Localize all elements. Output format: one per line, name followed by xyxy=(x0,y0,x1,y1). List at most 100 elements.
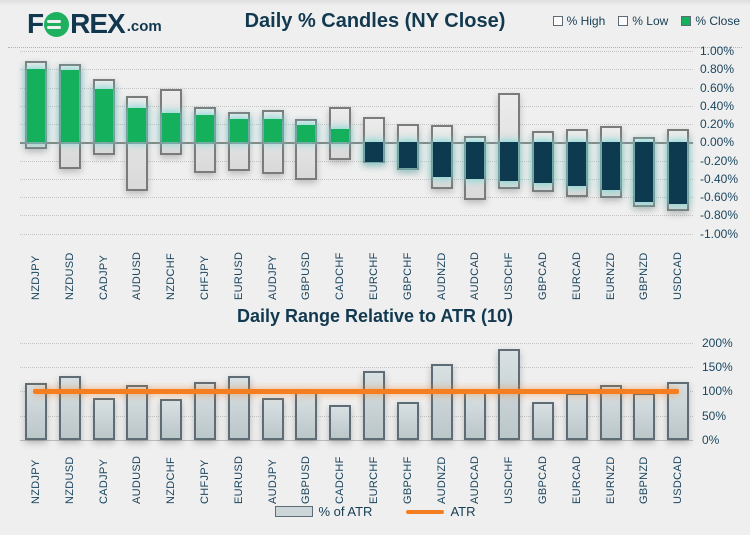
y-axis-tick-label: 0.00% xyxy=(700,135,735,150)
gridline xyxy=(20,87,693,89)
gridline xyxy=(20,124,693,125)
y-axis-tick-label: 50% xyxy=(702,408,727,423)
y-axis-tick-label: 0% xyxy=(702,433,720,447)
category-label: GBPCAD xyxy=(537,455,549,504)
candle-chart-title: Daily % Candles (NY Close) xyxy=(244,10,506,32)
legend-label-low: % Low xyxy=(632,14,669,28)
close-bar xyxy=(331,128,350,143)
category-label: CHFJPY xyxy=(199,459,211,504)
close-bar xyxy=(500,142,519,182)
header-divider xyxy=(8,47,742,48)
pct-of-atr-bar xyxy=(92,398,115,440)
high-swatch-icon xyxy=(552,16,563,26)
category-label: NZDJPY xyxy=(30,459,42,504)
pct-of-atr-bar xyxy=(363,370,385,440)
close-bar xyxy=(669,142,688,205)
category-label: CADCHF xyxy=(334,456,347,504)
close-bar xyxy=(263,119,282,143)
y-axis-tick-label: -0.20% xyxy=(700,153,739,168)
legend-item-low: % Low xyxy=(618,14,668,28)
close-swatch-icon xyxy=(681,16,692,26)
pct-of-atr-bar xyxy=(58,376,81,440)
category-label: AUDCAD xyxy=(469,455,482,504)
pct-of-atr-bar xyxy=(599,384,622,440)
pct-of-atr-bar xyxy=(160,399,183,440)
close-bar xyxy=(432,142,451,177)
low-swatch-icon xyxy=(618,16,629,26)
pct-of-atr-bar xyxy=(126,385,149,440)
atr-chart-title: Daily Range Relative to ATR (10) xyxy=(236,306,514,326)
logo-text-rex: REX xyxy=(70,8,126,39)
close-bar xyxy=(229,119,248,143)
close-bar xyxy=(128,107,147,143)
gridline xyxy=(20,69,693,71)
legend-item-high: % High xyxy=(552,14,606,28)
gridline xyxy=(20,160,693,162)
baseline-gridline xyxy=(20,440,693,441)
y-axis-tick-label: -0.60% xyxy=(700,190,739,204)
category-label: USDCHF xyxy=(503,456,516,504)
close-bar xyxy=(297,124,316,143)
gridline xyxy=(20,342,693,344)
pct-of-atr-bar xyxy=(464,392,487,440)
close-bar xyxy=(466,142,485,179)
category-label: EURCAD xyxy=(570,455,583,504)
close-bar xyxy=(162,113,181,143)
category-label: EURNZD xyxy=(604,456,617,504)
pct-of-atr-bar xyxy=(227,375,250,440)
legend-item-close: % Close xyxy=(681,14,740,28)
gridline xyxy=(20,51,693,52)
y-axis-tick-label: 0.20% xyxy=(700,117,735,131)
legend-label-atr: ATR xyxy=(450,504,476,519)
category-label: NZDCHF xyxy=(165,456,178,504)
pct-of-atr-bar xyxy=(532,401,554,440)
pct-of-atr-bar xyxy=(295,392,318,440)
close-bar xyxy=(398,142,417,168)
y-axis-tick-label: 0.60% xyxy=(700,80,735,95)
gridline xyxy=(20,215,693,217)
gridline xyxy=(20,366,693,368)
category-label: GBPUSD xyxy=(300,455,313,504)
category-label: GBPCHF xyxy=(401,456,414,504)
close-bar xyxy=(567,142,586,187)
category-label: AUDJPY xyxy=(266,458,279,504)
close-bar xyxy=(27,69,45,143)
atr-bar-swatch-icon xyxy=(274,506,313,517)
logo-text-com: .com xyxy=(126,18,162,35)
y-axis-tick-label: 0.40% xyxy=(700,98,735,113)
y-axis-tick-label: 100% xyxy=(702,384,733,399)
category-label: EURCHF xyxy=(368,456,380,504)
close-bar xyxy=(196,114,214,143)
pct-of-atr-bar xyxy=(430,363,453,440)
category-label: AUDNZD xyxy=(435,456,448,504)
gridline xyxy=(20,105,693,107)
y-axis-tick-label: -0.40% xyxy=(700,171,739,186)
y-axis-tick-label: 150% xyxy=(702,359,733,374)
pct-of-atr-bar xyxy=(194,382,216,440)
close-bar xyxy=(60,70,79,143)
category-label: NZDUSD xyxy=(63,456,76,504)
close-bar xyxy=(601,142,620,190)
zero-gridline xyxy=(20,142,693,145)
gridline xyxy=(20,415,693,417)
candle-chart-legend: % High % Low % Close xyxy=(552,14,740,28)
gridline xyxy=(20,197,693,198)
legend-item-pct-of-atr: % of ATR xyxy=(274,504,373,519)
y-axis-tick-label: -1.00% xyxy=(700,226,739,241)
pct-of-atr-bar xyxy=(565,393,588,440)
legend-label-pct-of-atr: % of ATR xyxy=(318,504,373,519)
close-bar xyxy=(534,142,552,184)
atr-reference-line xyxy=(33,388,679,394)
legend-label-high: % High xyxy=(566,14,606,28)
y-axis-tick-label: 200% xyxy=(702,335,733,350)
gridline xyxy=(20,233,693,235)
atr-line-swatch-icon xyxy=(406,509,445,514)
category-label: CADJPY xyxy=(97,458,110,504)
close-bar xyxy=(635,142,654,203)
category-label: EURUSD xyxy=(232,455,245,504)
logo-text-f: F xyxy=(27,8,44,39)
close-bar xyxy=(365,142,383,163)
pct-of-atr-bar xyxy=(396,401,419,440)
